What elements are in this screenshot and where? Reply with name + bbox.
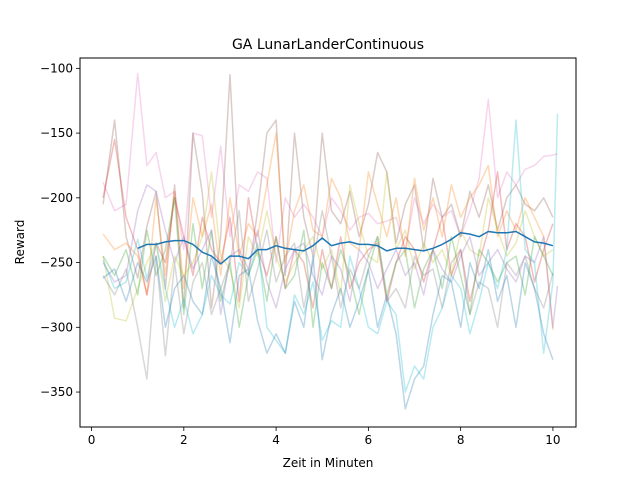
x-tick-label: 4: [272, 433, 280, 447]
y-tick-label: −300: [40, 320, 73, 334]
y-tick-label: −200: [40, 191, 73, 205]
series-line-5: [102, 171, 554, 322]
series-line-10: [102, 248, 554, 410]
series-line-1: [102, 72, 558, 264]
mean-series-layer: [137, 230, 554, 265]
plot-frame: [79, 57, 577, 428]
series-layer: [102, 72, 559, 410]
series-line-6: [102, 197, 554, 329]
x-axis-label: Zeit in Minuten: [283, 456, 374, 470]
series-line-4: [102, 138, 554, 309]
x-axis: 0 2 4 6 8 10: [88, 427, 561, 447]
y-axis-label: Reward: [13, 220, 27, 265]
x-tick-label: 8: [457, 433, 465, 447]
series-line-9: [102, 113, 559, 393]
mean-series-line: [137, 230, 554, 265]
series-line-2: [102, 74, 554, 309]
chart-title: GA LunarLanderContinuous: [232, 37, 424, 53]
y-tick-label: −150: [40, 126, 73, 140]
series-line-8: [102, 210, 554, 380]
x-tick-label: 2: [180, 433, 188, 447]
x-tick-label: 0: [88, 433, 96, 447]
y-tick-label: −350: [40, 385, 73, 399]
x-tick-label: 6: [365, 433, 373, 447]
x-tick-label: 10: [545, 433, 560, 447]
y-tick-label: −250: [40, 256, 73, 270]
series-line-3: [102, 132, 554, 330]
y-tick-label: −100: [40, 61, 73, 75]
series-line-7: [102, 184, 559, 329]
y-axis: −350 −300 −250 −200 −150 −100: [40, 61, 80, 399]
